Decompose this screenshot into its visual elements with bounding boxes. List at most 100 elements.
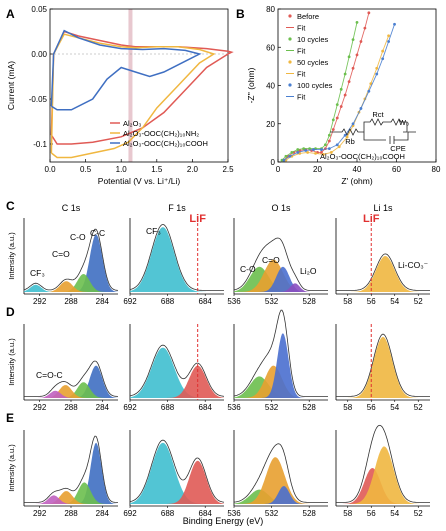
data-point-1 <box>308 147 311 151</box>
peak-label-2: C-O <box>70 232 86 242</box>
xps-peak <box>336 468 430 504</box>
data-point-3 <box>393 22 396 26</box>
peak-label-4: CF₃ <box>146 226 161 236</box>
y-tick-label-b: 60 <box>266 43 275 52</box>
circuit-rct: Rct <box>372 110 384 119</box>
xps-x-tick-label: 292 <box>33 403 47 412</box>
xps-x-tick-label: 288 <box>64 403 78 412</box>
data-point-1 <box>335 103 339 107</box>
xps-x-tick-label: 56 <box>367 403 376 412</box>
xps-y-axis-label: Intensity (a.u.) <box>7 232 16 280</box>
xps-envelope <box>336 424 430 504</box>
data-point-0 <box>320 151 323 154</box>
xps-envelope <box>129 344 225 397</box>
xps-x-tick-label: 56 <box>367 509 376 518</box>
data-point-2 <box>387 34 390 38</box>
circuit-cpe: CPE <box>390 144 405 153</box>
data-point-1 <box>331 118 335 122</box>
x-tick-label-b: 60 <box>392 165 401 174</box>
panel-label-b: B <box>236 7 245 21</box>
peak-label-3: C-C <box>90 228 105 238</box>
y-tick-label-b: 20 <box>266 120 275 129</box>
xps-peak <box>130 460 224 504</box>
data-point-0 <box>335 116 339 120</box>
xps-x-tick-label: 58 <box>343 509 352 518</box>
data-point-0 <box>359 40 363 43</box>
xps-envelope <box>24 360 119 398</box>
data-point-3 <box>381 57 385 61</box>
data-point-2 <box>322 152 325 156</box>
y-tick-label-b: 80 <box>266 5 275 14</box>
peak-label-8: Li-CO₃⁻ <box>398 260 429 270</box>
xps-envelope <box>24 435 118 504</box>
legend-label-b-2: 10 cycles <box>297 35 329 44</box>
x-tick-label-b: 80 <box>432 165 441 174</box>
peak-label-0: CF₃ <box>30 268 45 278</box>
xps-peak <box>24 365 118 398</box>
circuit-caption: Al₂O₃-OOC(CH₂)₁₀COOH <box>320 152 405 161</box>
xps-y-axis-label: Intensity (a.u.) <box>7 338 16 386</box>
xps-peak <box>24 442 118 504</box>
data-point-0 <box>347 80 351 84</box>
data-point-3 <box>327 147 331 151</box>
xps-envelope <box>129 224 224 292</box>
xps-peak <box>336 256 430 292</box>
data-point-3 <box>343 133 347 137</box>
legend-marker-b-0 <box>288 14 292 18</box>
xps-peak <box>24 482 118 504</box>
highlight-band <box>128 9 133 162</box>
xps-x-tick-label: 684 <box>199 297 213 306</box>
xps-peak <box>24 491 118 504</box>
data-point-1 <box>296 148 300 151</box>
legend-label-a-0: Al₂O₃ <box>123 119 141 128</box>
xps-header-0: C 1s <box>62 203 81 213</box>
data-point-0 <box>339 105 343 108</box>
legend-label-b-4: 50 cycles <box>297 58 329 67</box>
y-axis-label-b: -Z'' (ohm) <box>246 67 256 103</box>
xps-x-tick-label: 684 <box>199 509 213 518</box>
y-tick-label-a: 0.05 <box>31 5 47 14</box>
x-axis-label-a: Potential (V vs. Li⁺/Li) <box>98 176 181 186</box>
legend-label-b-1: Fit <box>297 24 306 33</box>
xps-x-tick-label: 52 <box>414 509 423 518</box>
xps-x-tick-label: 688 <box>161 297 175 306</box>
x-tick-label-a: 0.5 <box>80 165 92 174</box>
data-point-3 <box>375 72 379 76</box>
data-point-1 <box>324 143 327 147</box>
xps-peak <box>24 284 118 292</box>
panel-label-e: E <box>6 411 14 425</box>
fit-line-2 <box>285 35 390 161</box>
data-point-0 <box>327 139 331 143</box>
panel-label-d: D <box>6 305 15 319</box>
legend-label-b-6: 100 cycles <box>297 81 333 90</box>
y-tick-label-a: 0.00 <box>31 50 47 59</box>
legend-label-b-7: Fit <box>297 93 306 102</box>
peak-label-5: C-O <box>240 264 256 274</box>
xps-peak <box>234 486 328 504</box>
xps-x-tick-label: 284 <box>96 403 110 412</box>
x-tick-label-a: 0.0 <box>44 165 56 174</box>
legend-marker-b-4 <box>288 60 292 64</box>
y-tick-label-a: -0.1 <box>33 140 47 149</box>
xps-x-tick-label: 288 <box>64 509 78 518</box>
circuit-rb: Rb <box>345 137 355 146</box>
xps-peak <box>234 457 328 504</box>
axes-frame-a <box>49 8 229 163</box>
lif-marker-label: LiF <box>189 213 206 225</box>
xps-x-tick-label: 288 <box>64 297 78 306</box>
x-tick-label-a: 2.5 <box>222 165 234 174</box>
peak-label-1: C=O <box>52 249 70 259</box>
xps-envelope <box>23 228 119 291</box>
xps-x-tick-label: 692 <box>123 403 137 412</box>
xps-peak <box>130 365 224 398</box>
xps-header-1: F 1s <box>168 203 186 213</box>
xps-x-tick-label: 58 <box>343 297 352 306</box>
data-point-3 <box>304 149 308 152</box>
x-tick-label-b: 20 <box>313 165 322 174</box>
xps-x-tick-label: 532 <box>265 297 279 306</box>
cv-curve-2 <box>50 29 202 111</box>
y-axis-label-a: Current (mA) <box>6 61 16 110</box>
legend-label-b-3: Fit <box>297 47 306 56</box>
circuit-wo: W₀ <box>399 118 409 127</box>
